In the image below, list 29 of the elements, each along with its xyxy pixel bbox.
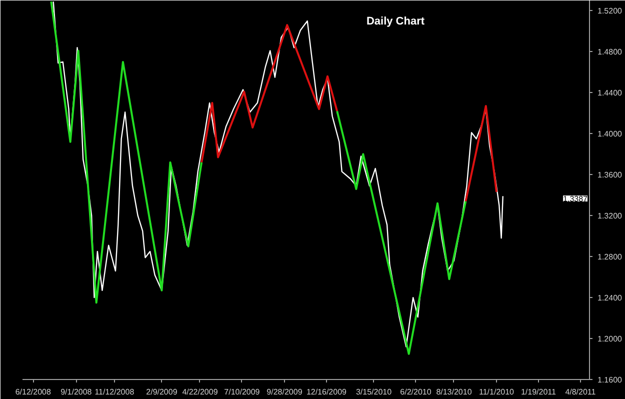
x-tick-label: 6/12/2008 xyxy=(15,388,52,396)
x-tick-label: 9/1/2008 xyxy=(60,388,92,396)
x-tick-label: 7/10/2009 xyxy=(224,388,260,396)
x-tick-label: 4/8/2011 xyxy=(565,388,596,396)
y-tick-label: 1.1600 xyxy=(598,376,623,384)
x-tick-label: 8/13/2010 xyxy=(436,388,472,396)
annotation: 1.3387 xyxy=(563,194,588,204)
x-tick-label: 1/19/2011 xyxy=(520,388,557,396)
y-tick-label: 1.2800 xyxy=(598,252,623,262)
y-tick-label: 1.4000 xyxy=(598,130,623,139)
x-tick-label: 11/1/2010 xyxy=(479,388,515,396)
x-tick-label: 6/2/2010 xyxy=(400,388,432,396)
y-tick-label: 1.2000 xyxy=(598,334,623,344)
x-tick-label: 9/28/2009 xyxy=(266,388,303,396)
line-series xyxy=(50,0,203,304)
line-series xyxy=(200,24,338,164)
x-tick-label: 12/16/2009 xyxy=(306,388,348,396)
x-tick-label: 3/15/2010 xyxy=(356,388,392,396)
line-series xyxy=(336,110,467,355)
x-tick-label: 11/12/2008 xyxy=(94,388,135,396)
y-tick-label: 1.3600 xyxy=(598,170,623,180)
y-tick-label: 1.5200 xyxy=(598,6,623,16)
y-tick-label: 1.4400 xyxy=(598,88,623,98)
y-tick-label: 1.2400 xyxy=(598,294,623,303)
x-tick-label: 4/22/2009 xyxy=(182,388,218,396)
y-tick-label: 1.3200 xyxy=(598,212,623,221)
text: Daily Chart xyxy=(366,16,425,28)
y-tick-label: 1.4800 xyxy=(598,48,623,57)
x-tick-label: 2/9/2009 xyxy=(146,388,178,396)
